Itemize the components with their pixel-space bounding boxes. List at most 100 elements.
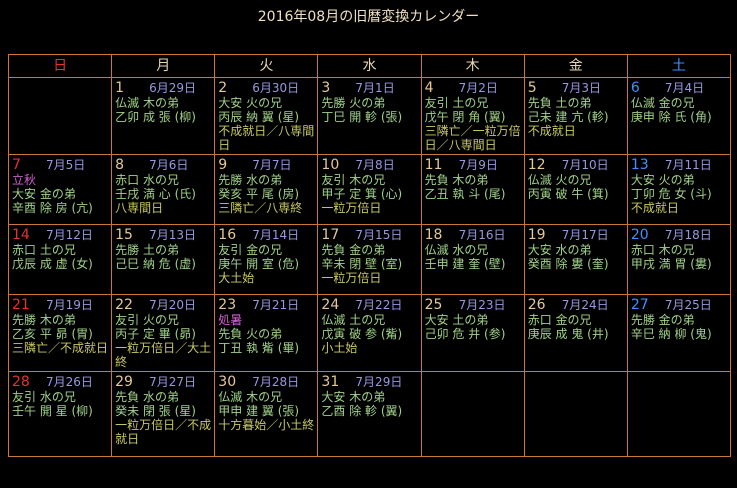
calendar-cell: 20 7月18日 赤口 木の兄 甲戌 満 胃 (婁) (626, 224, 732, 295)
day-number: 30 (218, 374, 237, 390)
calendar-cell-content: 30 7月28日 仏滅 木の兄 甲申 建 翼 (張) 十方暮始／小土終 (215, 372, 317, 456)
calendar-cell-content: 4 7月2日 友引 土の兄 戊午 閉 角 (翼) 三隣亡／一粒万倍日／八専間日 (422, 78, 524, 154)
calendar-cell-content: 27 7月25日 先勝 金の弟 辛巳 納 柳 (鬼) (628, 295, 730, 370)
calendar-cell-content: 21 7月19日 先勝 木の弟 乙亥 平 昴 (胃) 三隣亡／不成就日 (9, 295, 111, 370)
eto-line: 丁巳 開 軫 (張) (321, 110, 403, 124)
old-calendar-date: 7月9日 (458, 158, 498, 172)
day-line: 14 7月12日 (12, 226, 109, 243)
old-calendar-date: 7月17日 (561, 228, 609, 242)
rokuyo-line: 仏滅 火の兄 (527, 173, 592, 187)
calendar-cell: 24 7月22日 仏滅 土の兄 戊寅 破 参 (觜) 小土始 (317, 294, 422, 372)
special-days-note: 三隣亡／八専終 (218, 201, 303, 215)
calendar-cell-content: 26 7月24日 赤口 金の兄 庚辰 成 鬼 (井) (525, 295, 627, 370)
special-days-note: 小土始 (321, 341, 358, 355)
old-calendar-date: 7月13日 (149, 228, 197, 242)
day-number: 1 (115, 80, 125, 96)
old-calendar-date: 7月18日 (664, 228, 712, 242)
old-calendar-date: 7月10日 (561, 158, 609, 172)
rokuyo-line: 仏滅 木の弟 (115, 96, 179, 110)
old-calendar-date: 7月23日 (458, 298, 506, 312)
rokuyo-line: 先負 木の弟 (424, 173, 489, 187)
eto-line: 丁丑 執 觜 (畢) (218, 341, 300, 355)
eto-line: 己卯 危 井 (参) (424, 327, 506, 341)
calendar-cell: 2 6月30日 大安 火の兄 丙辰 納 翼 (星) 不成就日／八専間日 (214, 77, 319, 155)
calendar-cell: 27 7月25日 先勝 金の弟 辛巳 納 柳 (鬼) (626, 294, 732, 372)
calendar-cell: 8 7月6日 赤口 水の兄 壬戌 満 心 (氏) 八専間日 (111, 154, 216, 225)
eto-line: 乙亥 平 昴 (胃) (12, 327, 93, 341)
day-line: 2 6月30日 (218, 79, 315, 96)
calendar-cell-content: 17 7月15日 先負 金の弟 辛未 閉 壁 (室) 一粒万倍日 (318, 225, 420, 294)
calendar-cell-content: 9 7月7日 先勝 水の弟 癸亥 平 尾 (房) 三隣亡／八専終 (215, 155, 317, 224)
calendar-cell: 13 7月11日 大安 火の弟 丁卯 危 女 (斗) 不成就日 (626, 154, 732, 225)
day-number: 7 (12, 157, 21, 173)
weekday-header-row: 日 月 火 水 木 金 土 (7, 54, 732, 78)
calendar-cell: 19 7月17日 大安 水の弟 癸酉 除 婁 (奎) (523, 224, 628, 295)
rokuyo-line: 大安 水の弟 (527, 243, 592, 257)
day-line: 26 7月24日 (528, 296, 625, 313)
calendar-cell: 14 7月12日 赤口 土の兄 戊辰 成 虚 (女) (7, 224, 113, 295)
old-calendar-date: 7月25日 (664, 298, 712, 312)
calendar-cell: 10 7月8日 友引 木の兄 甲子 定 箕 (心) 一粒万倍日 (317, 154, 422, 225)
special-days-note: 一粒万倍日／不成就日 (115, 418, 212, 446)
calendar-cell: 12 7月10日 仏滅 火の兄 丙寅 破 牛 (箕) (523, 154, 628, 225)
calendar-cell-content: 13 7月11日 大安 火の弟 丁卯 危 女 (斗) 不成就日 (628, 155, 730, 224)
special-days-note: 不成就日 (630, 201, 679, 215)
calendar-cell-content: 18 7月16日 仏滅 水の兄 壬申 建 奎 (壁) (422, 225, 524, 294)
old-calendar-date: 7月15日 (355, 228, 403, 242)
eto-line: 辛巳 納 柳 (鬼) (630, 327, 712, 341)
old-calendar-date: 7月7日 (252, 158, 292, 172)
calendar-cell-content: 31 7月29日 大安 木の弟 乙酉 除 軫 (翼) (318, 372, 420, 456)
calendar-cell: 17 7月15日 先負 金の弟 辛未 閉 壁 (室) 一粒万倍日 (317, 224, 422, 295)
day-number: 12 (527, 157, 546, 173)
eto-line: 壬午 開 星 (柳) (12, 404, 93, 418)
day-line: 29 7月27日 (115, 373, 212, 390)
calendar-cell-content: 28 7月26日 友引 水の兄 壬午 開 星 (柳) (9, 372, 111, 456)
eto-line: 戊辰 成 虚 (女) (12, 257, 93, 271)
day-line: 19 7月17日 (528, 226, 625, 243)
day-number: 3 (321, 80, 331, 96)
calendar-cell: 11 7月9日 先負 木の弟 乙丑 執 斗 (尾) (420, 154, 525, 225)
day-number: 20 (630, 227, 649, 243)
day-line: 9 7月7日 (218, 156, 315, 173)
old-calendar-date: 7月28日 (252, 375, 300, 389)
day-number: 11 (424, 157, 443, 173)
day-number: 24 (321, 297, 340, 313)
rokuyo-line: 友引 火の兄 (115, 313, 179, 327)
calendar-cell-content: 6 7月4日 仏滅 金の兄 庚申 除 氏 (角) (628, 78, 730, 147)
calendar-cell: 22 7月20日 友引 火の兄 丙子 定 畢 (昴) 一粒万倍日／大土終 (111, 294, 216, 372)
kyureki-calendar-table: 日 月 火 水 木 金 土 1 6月29日 仏滅 木の弟 乙卯 成 張 (柳) 2 6月3… (7, 54, 732, 457)
day-line: 15 7月13日 (115, 226, 212, 243)
calendar-cell: 1 6月29日 仏滅 木の弟 乙卯 成 張 (柳) (111, 77, 216, 155)
day-line (631, 373, 728, 390)
old-calendar-date: 7月14日 (252, 228, 300, 242)
day-number: 21 (12, 297, 30, 313)
calendar-cell: 4 7月2日 友引 土の兄 戊午 閉 角 (翼) 三隣亡／一粒万倍日／八専間日 (420, 77, 525, 155)
eto-line: 壬申 建 奎 (壁) (424, 257, 506, 271)
rokuyo-line: 仏滅 木の兄 (218, 390, 283, 404)
eto-line: 丙子 定 畢 (昴) (115, 327, 196, 341)
rokuyo-line: 友引 土の兄 (424, 96, 489, 110)
eto-line: 辛未 閉 壁 (室) (321, 257, 403, 271)
page-title: 2016年08月の旧暦変換カレンダー (257, 9, 480, 25)
day-number: 23 (218, 297, 237, 313)
calendar-week-row: 1 6月29日 仏滅 木の弟 乙卯 成 張 (柳) 2 6月30日 大安 火の兄 丙辰 納 翼… (7, 77, 732, 155)
rokuyo-line: 赤口 木の兄 (630, 243, 695, 257)
day-line: 4 7月2日 (425, 79, 522, 96)
day-line: 1 6月29日 (115, 79, 212, 96)
old-calendar-date: 7月11日 (664, 158, 712, 172)
calendar-cell-content: 15 7月13日 先勝 土の弟 己巳 納 危 (虚) (112, 225, 214, 294)
eto-line: 壬戌 満 心 (氏) (115, 187, 196, 201)
old-calendar-date: 7月1日 (355, 81, 395, 95)
rokuyo-line: 仏滅 水の兄 (424, 243, 489, 257)
eto-line: 丁卯 危 女 (斗) (630, 187, 712, 201)
special-days-note: 不成就日／八専間日 (218, 124, 315, 152)
eto-line: 甲申 建 翼 (張) (218, 404, 300, 418)
calendar-cell: 9 7月7日 先勝 水の弟 癸亥 平 尾 (房) 三隣亡／八専終 (214, 154, 319, 225)
calendar-cell-content: 20 7月18日 赤口 木の兄 甲戌 満 胃 (婁) (628, 225, 730, 294)
day-number: 31 (321, 374, 340, 390)
rokuyo-line: 先負 土の弟 (527, 96, 592, 110)
rokuyo-line: 先勝 木の弟 (12, 313, 76, 327)
eto-line: 乙卯 成 張 (柳) (115, 110, 196, 124)
special-days-note: 三隣亡／不成就日 (12, 341, 109, 355)
eto-line: 癸未 閉 張 (星) (115, 404, 196, 418)
